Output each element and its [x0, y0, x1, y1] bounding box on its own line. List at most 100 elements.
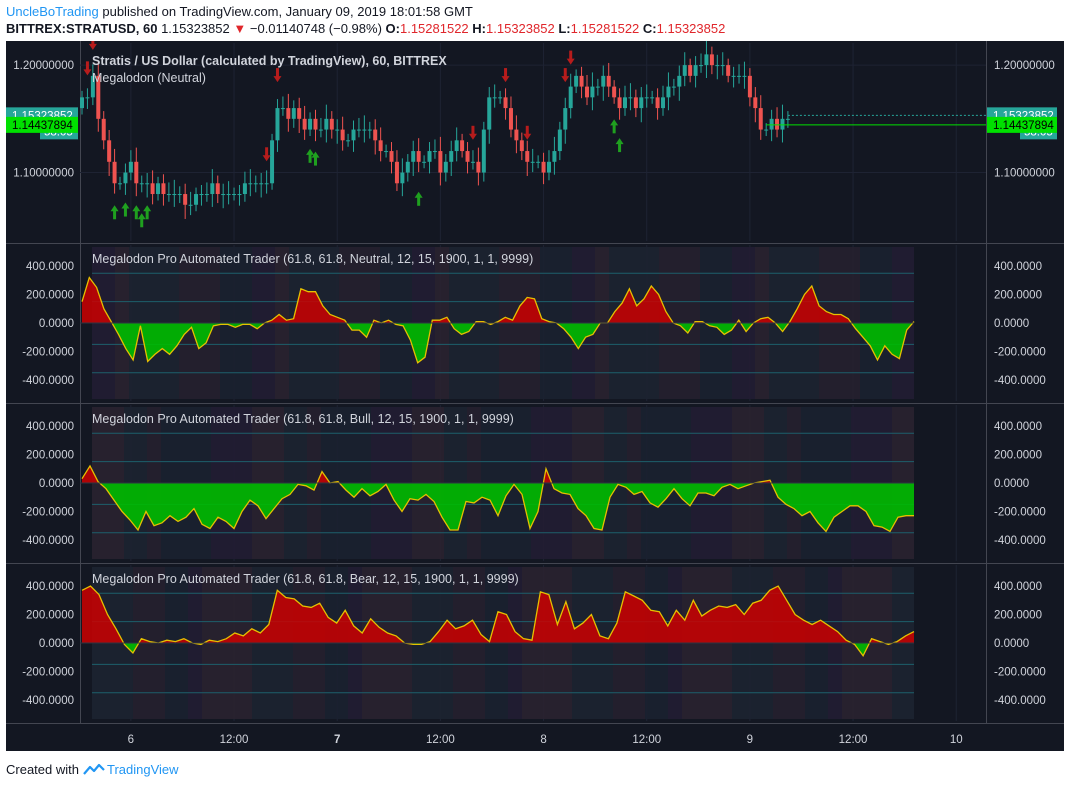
candle — [557, 121, 562, 161]
buy-arrow-head — [121, 202, 130, 209]
ma-price-label-bg — [987, 116, 1057, 133]
publish-line: UncleBoTrading published on TradingView.… — [6, 4, 473, 19]
candle — [579, 66, 584, 99]
candle — [492, 84, 497, 108]
candle-body — [232, 194, 237, 196]
candle — [308, 112, 313, 137]
candle-body — [118, 183, 123, 185]
osc-tick-label-right: -400.0000 — [994, 375, 1046, 387]
osc-area-positive — [82, 277, 914, 323]
candle-body — [579, 75, 584, 87]
candle-body — [405, 161, 410, 173]
osc-tick-label-right: -200.0000 — [994, 506, 1046, 518]
sell-arrow-icon — [566, 50, 575, 65]
candle — [422, 155, 427, 169]
candle-body — [666, 86, 671, 98]
candle — [384, 144, 389, 158]
candle — [150, 170, 155, 205]
candle-body — [780, 118, 785, 130]
candle-body — [671, 86, 676, 88]
candle — [194, 187, 199, 212]
buy-arrow-icon — [132, 205, 141, 220]
chart-canvas[interactable]: 1.10000000 1.10000000 1.20000000 1.20000000… — [6, 41, 1064, 751]
tradingview-brand[interactable]: TradingView — [106, 762, 179, 777]
oscillator-pane-title: Megalodon Pro Automated Trader (61.8, 61… — [92, 412, 514, 426]
candle — [161, 174, 166, 206]
candle-body — [378, 140, 383, 152]
candle-body — [693, 65, 698, 76]
osc-tick-label-right: 200.0000 — [994, 610, 1042, 622]
buy-arrow-icon — [306, 148, 315, 163]
candle — [476, 147, 481, 186]
candle — [541, 152, 546, 185]
candle-body — [525, 151, 530, 162]
candle — [508, 96, 513, 138]
candle-body — [96, 75, 101, 119]
candle-body — [199, 194, 204, 196]
candle-body — [384, 151, 389, 153]
candle-body — [758, 108, 763, 130]
osc-area-positive — [82, 586, 914, 643]
osc-tick-label-right: 200.0000 — [994, 450, 1042, 462]
candle-body — [161, 183, 166, 195]
candle — [688, 58, 693, 83]
candle — [780, 104, 785, 143]
candle — [487, 87, 492, 144]
candle — [470, 150, 475, 170]
candle-body — [590, 86, 595, 98]
ohlc-low-value: 1.15281522 — [570, 21, 640, 36]
candle-body — [612, 86, 617, 98]
time-axis-label: 9 — [747, 734, 753, 746]
candle-body — [449, 151, 454, 162]
candle — [775, 107, 780, 138]
candle-body — [139, 183, 144, 185]
buy-arrow-head — [615, 138, 624, 145]
candle-body — [318, 129, 323, 131]
candle-body — [747, 75, 752, 98]
candle-body — [101, 118, 106, 141]
candle — [362, 115, 367, 143]
candle — [128, 150, 133, 181]
candle-body — [682, 65, 687, 76]
candle-body — [128, 161, 133, 173]
candle — [503, 88, 508, 120]
candle-body — [595, 86, 600, 88]
candle — [661, 85, 666, 116]
sell-arrow-head — [468, 133, 477, 140]
osc-tick-label-left: -200.0000 — [22, 346, 74, 358]
candle — [145, 172, 150, 198]
sell-arrow-head — [523, 133, 532, 140]
osc-tick-label-left: -200.0000 — [22, 666, 74, 678]
candle — [101, 111, 106, 150]
symbol-name: BITTREX:STRATUSD, 60 — [6, 21, 158, 36]
candle — [449, 140, 454, 176]
osc-tick-label-left: -400.0000 — [22, 375, 74, 387]
candle-body — [156, 183, 161, 195]
candle — [650, 90, 655, 104]
left-ma-price-label: 1.14437894 — [6, 116, 78, 133]
candle-body — [487, 97, 492, 130]
osc-tick-label-left: 0.0000 — [39, 318, 74, 330]
candle-body — [503, 97, 508, 109]
candle-body — [785, 118, 790, 120]
candle-body — [677, 75, 682, 87]
candle-body — [394, 161, 399, 184]
ohlc-close-value: 1.15323852 — [656, 21, 726, 36]
candle-body — [313, 118, 318, 130]
candle — [373, 119, 378, 155]
candle — [574, 69, 579, 94]
osc-tick-label-right: 0.0000 — [994, 478, 1029, 490]
osc-tick-label-left: 400.0000 — [26, 261, 74, 273]
candle-body — [764, 129, 769, 131]
candle — [563, 97, 568, 144]
candle — [248, 169, 253, 197]
candle — [237, 185, 242, 206]
candle — [389, 142, 394, 174]
author-link[interactable]: UncleBoTrading — [6, 4, 99, 19]
candle-body — [688, 65, 693, 76]
osc-area-negative — [82, 483, 914, 532]
buy-arrow-head — [306, 148, 315, 155]
osc-tick-label-right: 400.0000 — [994, 421, 1042, 433]
candle-body — [270, 140, 275, 184]
candle-body — [454, 140, 459, 152]
